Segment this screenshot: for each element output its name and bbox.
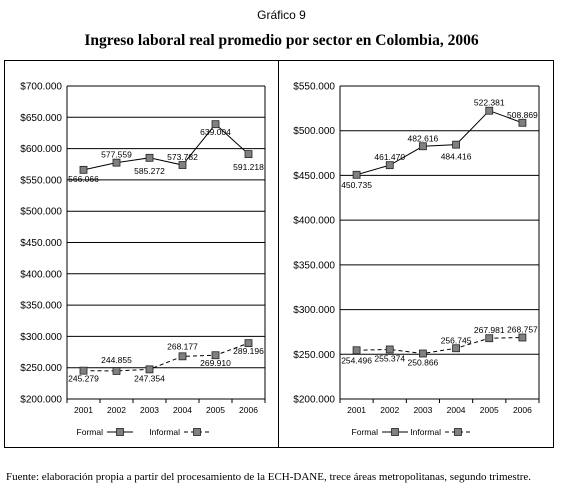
legend-label: Formal [352, 427, 379, 437]
data-point-formal [419, 142, 427, 151]
x-tick-label: 2004 [173, 405, 192, 415]
x-tick-label: 2006 [513, 405, 532, 415]
data-label: 573.782 [167, 152, 198, 162]
x-tick-label: 2005 [480, 405, 499, 415]
data-label: 256.745 [441, 335, 472, 345]
data-label: 577.559 [101, 150, 132, 160]
data-label: 245.279 [68, 374, 99, 384]
y-tick-label: $400.000 [20, 269, 62, 280]
x-tick-label: 2002 [380, 405, 399, 415]
series-line-informal [356, 337, 523, 355]
data-point-formal [385, 161, 394, 170]
y-tick-label: $450.000 [20, 238, 62, 249]
legend-marker [454, 428, 462, 436]
y-tick-label: $350.000 [293, 260, 335, 271]
data-point-informal [178, 352, 187, 361]
data-point-formal [145, 153, 154, 162]
y-tick-label: $200.000 [293, 395, 335, 406]
data-label: 566.066 [68, 174, 99, 184]
data-point-informal [419, 349, 427, 358]
data-point-formal [244, 150, 253, 158]
data-label: 267.981 [474, 325, 505, 335]
source-note: Fuente: elaboración propia a partir del … [6, 471, 532, 483]
data-label: 250.866 [408, 358, 439, 368]
data-point-formal [112, 158, 121, 167]
charts-frame [4, 60, 554, 448]
data-point-formal [79, 165, 88, 174]
data-label: 484.416 [441, 152, 472, 162]
series-line-formal [83, 123, 249, 171]
legend-label: Informal [410, 427, 441, 437]
data-label: 508.869 [507, 110, 538, 120]
data-point-formal [518, 118, 527, 127]
x-tick-label: 2005 [206, 405, 225, 415]
x-tick-label: 2004 [447, 405, 466, 415]
data-point-informal [518, 333, 527, 342]
data-label: 639.004 [200, 127, 231, 137]
y-tick-label: $300.000 [20, 332, 62, 343]
data-point-informal [211, 351, 220, 360]
data-point-informal [485, 334, 494, 343]
y-tick-label: $500.000 [293, 126, 335, 137]
data-label: 482.616 [408, 133, 439, 143]
data-label: 522.381 [474, 98, 505, 108]
data-point-formal [211, 120, 220, 129]
legend-label: Informal [149, 427, 180, 437]
data-label: 289.196 [233, 346, 264, 356]
data-point-informal [352, 346, 361, 355]
data-label: 450.735 [341, 180, 372, 190]
data-point-informal [385, 345, 394, 354]
data-point-formal [452, 140, 460, 149]
y-tick-label: $450.000 [293, 171, 335, 182]
legend-marker [391, 428, 399, 436]
data-point-informal [145, 365, 154, 374]
y-tick-label: $550.000 [20, 175, 62, 186]
y-tick-label: $500.000 [20, 207, 62, 218]
x-tick-label: 2001 [347, 405, 366, 415]
data-point-formal [352, 170, 361, 179]
data-label: 255.374 [374, 353, 405, 363]
data-label: 254.496 [341, 355, 372, 365]
data-point-informal [112, 367, 121, 375]
series-line-informal [83, 342, 249, 372]
data-label: 268.177 [167, 341, 198, 351]
data-point-formal [485, 106, 494, 115]
x-tick-label: 2002 [107, 405, 126, 415]
y-tick-label: $250.000 [20, 363, 62, 374]
legend-label: Formal [77, 427, 104, 437]
legend-marker [116, 428, 124, 436]
y-tick-label: $350.000 [20, 301, 62, 312]
data-label: 244.855 [101, 355, 132, 365]
y-tick-label: $250.000 [293, 350, 335, 361]
y-tick-label: $550.000 [293, 82, 335, 93]
x-tick-label: 2003 [413, 405, 432, 415]
data-point-informal [244, 339, 253, 348]
data-label: 269.910 [200, 358, 231, 368]
y-tick-label: $400.000 [293, 216, 335, 227]
y-tick-label: $650.000 [20, 113, 62, 124]
y-tick-label: $200.000 [20, 395, 62, 406]
data-point-informal [79, 366, 88, 375]
y-tick-label: $600.000 [20, 144, 62, 155]
figure-number: Gráfico 9 [257, 8, 306, 22]
x-tick-label: 2001 [74, 405, 93, 415]
data-label: 591.218 [233, 162, 264, 172]
data-point-informal [452, 344, 460, 353]
data-point-formal [178, 161, 187, 169]
x-tick-label: 2003 [140, 405, 159, 415]
series-line-formal [356, 110, 523, 176]
panel-divider [278, 60, 279, 448]
data-label: 268.757 [507, 325, 538, 335]
legend-marker [193, 428, 201, 436]
data-label: 585.272 [134, 166, 165, 176]
y-tick-label: $300.000 [293, 305, 335, 316]
chart-title: Ingreso laboral real promedio por sector… [84, 32, 479, 49]
x-tick-label: 2006 [239, 405, 258, 415]
data-label: 247.354 [134, 373, 165, 383]
data-label: 461.470 [374, 152, 405, 162]
y-tick-label: $700.000 [20, 82, 62, 93]
